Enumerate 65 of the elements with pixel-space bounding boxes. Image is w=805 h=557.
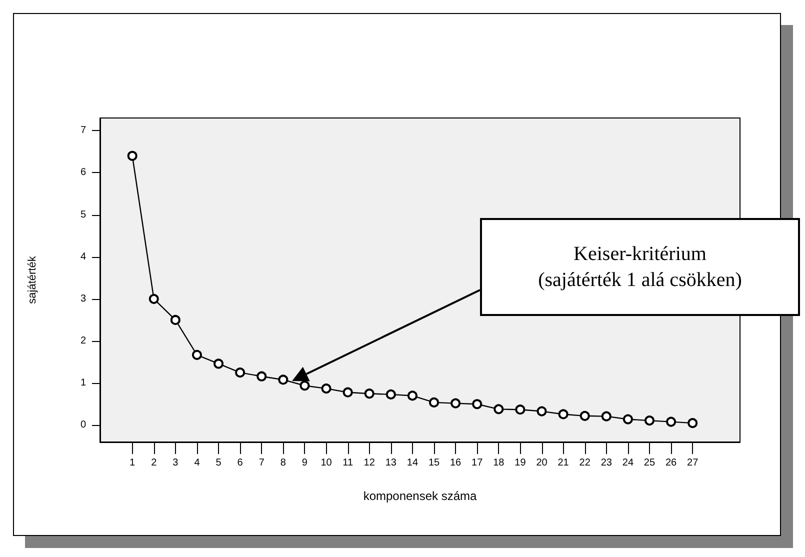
x-tick-label: 9 xyxy=(302,458,308,468)
point xyxy=(386,389,396,400)
point xyxy=(494,404,504,414)
point xyxy=(580,410,590,421)
point xyxy=(278,374,288,385)
x-tick-label: 14 xyxy=(406,458,418,468)
point xyxy=(300,380,310,391)
point xyxy=(127,150,138,161)
x-tick-label: 25 xyxy=(644,458,656,468)
x-tick-label: 24 xyxy=(622,458,634,468)
x-tick-label: 12 xyxy=(364,458,376,468)
point xyxy=(429,397,440,408)
x-tick-label: 3 xyxy=(172,458,179,468)
x-tick-label: 6 xyxy=(237,458,244,468)
point xyxy=(214,358,224,369)
y-tick-label: 2 xyxy=(80,336,86,347)
y-tick-label: 5 xyxy=(80,209,86,220)
point xyxy=(342,387,353,398)
point xyxy=(321,384,332,394)
x-tick-label: 8 xyxy=(280,458,286,468)
x-tick-label: 20 xyxy=(536,458,548,468)
callout-box: Keiser-kritérium (sajátérték 1 alá csökken) xyxy=(480,218,800,316)
point xyxy=(256,371,267,382)
x-tick-label: 11 xyxy=(342,458,354,468)
y-tick-label: 7 xyxy=(80,125,86,136)
x-tick-label: 13 xyxy=(385,458,397,468)
y-tick-label: 1 xyxy=(80,378,86,389)
x-tick-label: 15 xyxy=(428,458,440,468)
point xyxy=(536,406,547,416)
x-tick-label: 19 xyxy=(514,458,526,468)
point xyxy=(666,416,676,427)
x-tick-label: 23 xyxy=(600,458,612,468)
x-tick-label: 4 xyxy=(194,458,200,468)
x-tick-label: 1 xyxy=(130,458,136,468)
x-tick-label: 21 xyxy=(558,458,570,468)
x-tick-label: 17 xyxy=(472,458,484,468)
point xyxy=(601,411,612,422)
point xyxy=(622,414,633,424)
x-tick-label: 26 xyxy=(665,458,678,468)
point xyxy=(472,399,482,410)
x-tick-label: 7 xyxy=(258,458,265,468)
point xyxy=(688,418,698,428)
x-tick-label: 22 xyxy=(579,458,591,468)
y-tick-label: 3 xyxy=(80,293,86,304)
point xyxy=(558,409,568,420)
x-tick-label: 27 xyxy=(687,458,699,468)
x-axis-title: komponensek száma xyxy=(363,489,478,503)
point xyxy=(192,350,202,360)
y-tick-label: 4 xyxy=(80,251,86,262)
x-tick-label: 5 xyxy=(216,458,222,468)
y-axis-title: sajátérték xyxy=(26,256,38,304)
x-tick-label: 10 xyxy=(320,458,332,468)
x-tick-label: 2 xyxy=(151,458,158,468)
x-tick-label: 18 xyxy=(493,458,505,468)
point xyxy=(235,368,246,378)
point xyxy=(148,294,159,304)
point xyxy=(170,314,180,325)
y-tick-label: 6 xyxy=(80,167,86,178)
point xyxy=(407,390,418,401)
y-tick-label: 0 xyxy=(80,420,86,431)
x-tick-label: 16 xyxy=(450,458,462,468)
point xyxy=(644,416,654,426)
point xyxy=(364,388,374,399)
point xyxy=(450,398,461,408)
point xyxy=(515,404,526,415)
